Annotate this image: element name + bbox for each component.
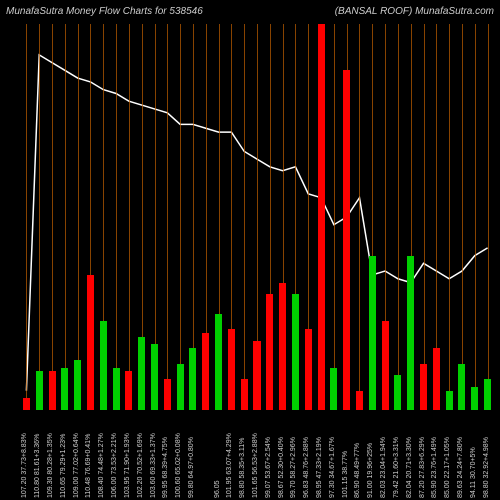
- x-label: 99.70 58.27+2.96%: [290, 437, 297, 498]
- bar: [407, 256, 414, 410]
- x-label: 79.42 21.60+3.31%: [393, 437, 400, 498]
- bar: [279, 283, 286, 410]
- title-left: MunafaSutra Money Flow Charts for 538546: [6, 6, 203, 17]
- grid-line: [359, 24, 360, 410]
- bar: [382, 321, 389, 410]
- x-label: 106.00 73.53+2.21%: [111, 433, 118, 498]
- grid-line: [180, 24, 181, 410]
- x-label: 96.05: [214, 480, 221, 498]
- bar: [394, 375, 401, 410]
- x-label: 82.04 20.71+3.30%: [406, 437, 413, 498]
- bar: [177, 364, 184, 410]
- bar: [266, 294, 273, 410]
- bar: [343, 70, 350, 410]
- x-label: 82.03 23.04+1.94%: [380, 437, 387, 498]
- bar: [241, 379, 248, 410]
- x-label: 86.90 48.49+77%: [354, 443, 361, 498]
- x-label: 103.60 69.33+1.37%: [150, 433, 157, 498]
- grid-line: [462, 24, 463, 410]
- x-axis-labels: 107.20 37.73+8.83% 110.80 81.61+3.36% 109.…: [20, 412, 494, 500]
- x-label: 85.90 23.76+1.49%: [431, 437, 438, 498]
- x-label: 100.60 65.02+0.08%: [175, 433, 182, 498]
- bar: [305, 329, 312, 410]
- x-label: 101.65 56.53+2.88%: [252, 433, 259, 498]
- grid-line: [334, 24, 335, 410]
- bar: [87, 275, 94, 410]
- x-label: 98.67 52.30+0.40%: [278, 437, 285, 498]
- x-label: 109.30 80.28+1.35%: [47, 433, 54, 498]
- bar: [330, 368, 337, 410]
- bar: [138, 337, 145, 410]
- chart-area: [20, 24, 494, 410]
- bar: [253, 341, 260, 410]
- bar: [164, 379, 171, 410]
- x-label: 109.00 77.02+0.64%: [73, 433, 80, 498]
- bar: [49, 371, 56, 410]
- x-label: 97.30 34.67+1.67%: [329, 437, 336, 498]
- x-label: 110.80 81.61+3.36%: [34, 434, 41, 498]
- grid-line: [424, 24, 425, 410]
- bar: [484, 379, 491, 410]
- x-label: 94.11 30.70+5%: [470, 447, 477, 498]
- grid-line: [78, 24, 79, 410]
- bar: [215, 314, 222, 411]
- grid-line: [449, 24, 450, 410]
- x-label: 99.07 53.67+2.54%: [265, 437, 272, 498]
- bar: [100, 321, 107, 410]
- bar: [471, 387, 478, 410]
- x-label: 110.65 79.29+1.23%: [60, 434, 67, 498]
- x-label: 108.40 74.48+1.27%: [98, 433, 105, 498]
- bar: [446, 391, 453, 410]
- grid-line: [65, 24, 66, 410]
- grid-line: [167, 24, 168, 410]
- bar: [369, 256, 376, 410]
- x-label: 89.63 24.24+7.80%: [457, 437, 464, 498]
- x-label: 98.80 32.92+4.98%: [483, 437, 490, 498]
- bar: [23, 398, 30, 410]
- bar: [292, 294, 299, 410]
- bar: [61, 368, 68, 410]
- x-label: 101.15 38.77%: [342, 451, 349, 498]
- bar: [356, 391, 363, 410]
- bar: [74, 360, 81, 410]
- bar: [36, 371, 43, 410]
- x-label: 107.20 37.73+8.83%: [21, 433, 28, 498]
- x-label: 99.80 64.97+0.80%: [188, 437, 195, 498]
- bar: [420, 364, 427, 410]
- x-label: 99.95 68.39+4.75%: [162, 437, 169, 498]
- bar: [458, 364, 465, 410]
- bar: [151, 344, 158, 410]
- x-label: 87.20 27.83+6.29%: [419, 437, 426, 498]
- x-label: 101.95 63.07+4.29%: [226, 433, 233, 498]
- x-label: 98.80 58.35+3.11%: [239, 438, 246, 498]
- title-right: (BANSAL ROOF) MunafaSutra.com: [335, 6, 494, 17]
- grid-line: [398, 24, 399, 410]
- bar: [202, 333, 209, 410]
- bar: [113, 368, 120, 410]
- x-label: 102.20 70.52+1.69%: [137, 433, 144, 498]
- x-label: 98.95 47.33+2.19%: [316, 437, 323, 498]
- grid-line: [39, 24, 40, 410]
- x-label: 85.00 22.17+1.05%: [444, 437, 451, 498]
- grid-line: [129, 24, 130, 410]
- bar: [228, 329, 235, 410]
- grid-line: [244, 24, 245, 410]
- x-label: 96.83 48.76+2.88%: [303, 437, 310, 498]
- grid-line: [475, 24, 476, 410]
- bar: [189, 348, 196, 410]
- bar: [318, 24, 325, 410]
- grid-line: [26, 24, 27, 410]
- bar: [433, 348, 440, 410]
- x-label: 110.48 76.69+0.41%: [85, 434, 92, 498]
- grid-line: [52, 24, 53, 410]
- x-label: 91.00 19.96+25%: [367, 443, 374, 498]
- grid-line: [488, 24, 489, 410]
- bar: [125, 371, 132, 410]
- x-label: 103.95 71.90+1.93%: [124, 433, 131, 498]
- chart-container: MunafaSutra Money Flow Charts for 538546…: [0, 0, 500, 500]
- grid-line: [116, 24, 117, 410]
